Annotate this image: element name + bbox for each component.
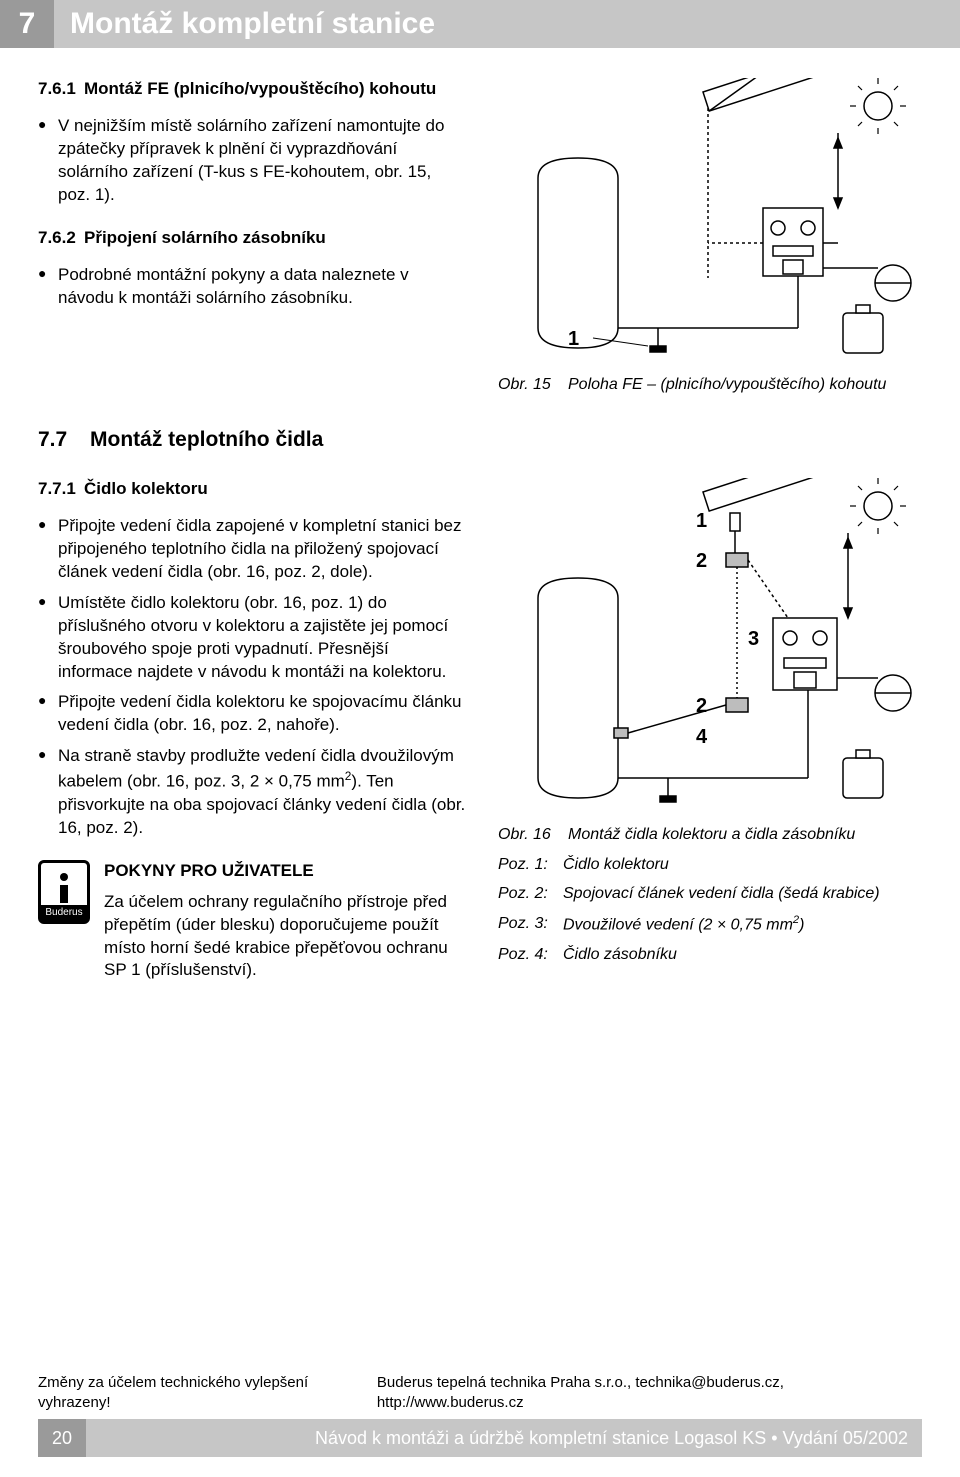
- figure-16-caption: Obr. 16 Montáž čidla kolektoru a čidla z…: [498, 824, 922, 846]
- heading-7-6-2: 7.6.2 Připojení solárního zásobníku: [38, 227, 468, 250]
- caption-number: Obr. 16: [498, 824, 568, 846]
- bullet-list: V nejnižším místě solárního zařízení nam…: [38, 115, 468, 207]
- heading-text: Montáž teplotního čidla: [90, 426, 323, 454]
- list-item: V nejnižším místě solárního zařízení nam…: [38, 115, 468, 207]
- footer-left: Změny za účelem technického vylepšení vy…: [38, 1373, 377, 1414]
- legend-key: Poz. 2:: [498, 883, 563, 905]
- heading-text: Montáž FE (plnicího/vypouštěcího) kohout…: [84, 78, 468, 101]
- figure-label-1: 1: [568, 326, 579, 353]
- chapter-number: 7: [0, 0, 54, 48]
- list-item: Umístěte čidlo kolektoru (obr. 16, poz. …: [38, 592, 468, 684]
- legend-key: Poz. 4:: [498, 944, 563, 966]
- heading-7-6-1: 7.6.1 Montáž FE (plnicího/vypouštěcího) …: [38, 78, 468, 101]
- page-footer: Změny za účelem technického vylepšení vy…: [0, 1373, 960, 1477]
- caption-text: Poloha FE – (plnicího/vypouštěcího) koho…: [568, 374, 886, 396]
- legend-key: Poz. 1:: [498, 854, 563, 876]
- chapter-header: 7 Montáž kompletní stanice: [0, 0, 960, 48]
- figure-label-4: 4: [696, 724, 707, 751]
- heading-text: Připojení solárního zásobníku: [84, 227, 468, 250]
- info-icon: Buderus: [38, 860, 90, 924]
- heading-number: 7.7: [38, 426, 90, 454]
- info-body: Za účelem ochrany regulačního přístroje …: [104, 891, 468, 983]
- list-item: Připojte vedení čidla zapojené v komplet…: [38, 515, 468, 584]
- brand-label: Buderus: [41, 905, 87, 921]
- list-item: Podrobné montážní pokyny a data naleznet…: [38, 264, 468, 310]
- figure-label-3: 3: [748, 626, 759, 653]
- caption-number: Obr. 15: [498, 374, 568, 396]
- info-title: POKYNY PRO UŽIVATELE: [104, 860, 468, 883]
- heading-7-7: 7.7 Montáž teplotního čidla: [38, 426, 922, 454]
- list-item: Připojte vedení čidla kolektoru ke spojo…: [38, 691, 468, 737]
- sensor-mount-diagram: [498, 478, 918, 818]
- heading-7-7-1: 7.7.1 Čidlo kolektoru: [38, 478, 468, 501]
- heading-text: Čidlo kolektoru: [84, 478, 468, 501]
- solar-system-diagram: [498, 78, 918, 368]
- bullet-list: Podrobné montážní pokyny a data naleznet…: [38, 264, 468, 310]
- figure-15-caption: Obr. 15 Poloha FE – (plnicího/vypouštěcí…: [498, 374, 922, 396]
- bullet-list: Připojte vedení čidla zapojené v komplet…: [38, 515, 468, 840]
- heading-number: 7.6.1: [38, 78, 84, 101]
- legend-value: Čidlo zásobníku: [563, 944, 677, 966]
- figure-label-2: 2: [696, 548, 707, 575]
- footer-bar: Návod k montáži a údržbě kompletní stani…: [86, 1419, 922, 1457]
- legend-row: Poz. 4: Čidlo zásobníku: [498, 944, 922, 966]
- chapter-title: Montáž kompletní stanice: [54, 0, 960, 48]
- page-number: 20: [38, 1419, 86, 1457]
- legend-value: Čidlo kolektoru: [563, 854, 669, 876]
- heading-number: 7.7.1: [38, 478, 84, 501]
- footer-right: Buderus tepelná technika Praha s.r.o., t…: [377, 1373, 922, 1414]
- list-item: Na straně stavby prodlužte vedení čidla …: [38, 745, 468, 839]
- figure-16: 1 2 3 2 4: [498, 478, 918, 818]
- figure-15: 1: [498, 78, 918, 368]
- legend-key: Poz. 3:: [498, 913, 563, 936]
- caption-text: Montáž čidla kolektoru a čidla zásobníku: [568, 824, 855, 846]
- figure-label-2b: 2: [696, 693, 707, 720]
- legend-value: Dvoužilové vedení (2 × 0,75 mm2): [563, 913, 804, 936]
- figure-label-1: 1: [696, 508, 707, 535]
- user-info-box: Buderus POKYNY PRO UŽIVATELE Za účelem o…: [38, 860, 468, 983]
- heading-number: 7.6.2: [38, 227, 84, 250]
- legend-row: Poz. 3: Dvoužilové vedení (2 × 0,75 mm2): [498, 913, 922, 936]
- legend-value: Spojovací článek vedení čidla (šedá krab…: [563, 883, 880, 905]
- legend-row: Poz. 1: Čidlo kolektoru: [498, 854, 922, 876]
- legend-row: Poz. 2: Spojovací článek vedení čidla (š…: [498, 883, 922, 905]
